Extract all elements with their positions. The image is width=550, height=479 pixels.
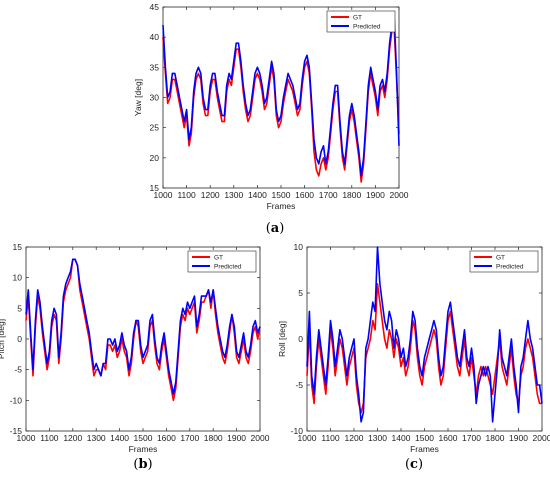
plot-area <box>306 246 543 432</box>
panel-caption: (a) <box>266 221 285 236</box>
x-tick-label: 1400 <box>392 433 411 443</box>
caption-letter: b <box>138 457 147 472</box>
x-tick-label: 1200 <box>345 433 364 443</box>
legend: GT Predicted <box>187 250 257 273</box>
legend: GT Predicted <box>326 10 396 33</box>
x-tick-label: 1500 <box>134 433 153 443</box>
y-axis-label: Pitch [deg] <box>0 319 6 359</box>
y-tick-label: 10 <box>13 273 23 283</box>
series-line-predicted <box>25 258 261 396</box>
x-tick-label: 1900 <box>509 433 528 443</box>
y-axis-label: Roll [deg] <box>277 321 287 357</box>
x-tick-label: 2000 <box>390 190 409 200</box>
legend-label-gt: GT <box>214 254 223 261</box>
y-tick-label: -10 <box>10 395 23 405</box>
y-tick-label: 15 <box>13 242 23 252</box>
y-tick-label: 40 <box>150 32 160 42</box>
legend: GT Predicted <box>469 250 539 273</box>
x-tick-label: 1600 <box>439 433 458 443</box>
series-line-predicted <box>306 246 543 423</box>
y-tick-label: 0 <box>17 334 22 344</box>
y-tick-label: -5 <box>295 380 303 390</box>
x-tick-label: 1800 <box>204 433 223 443</box>
chart-panel-a: 1000 1100 1200 1300 1400 1500 1600 1700 1800 1900… <box>133 2 409 236</box>
series-line-gt <box>25 258 261 402</box>
y-tick-label: -10 <box>291 426 304 436</box>
caption-close: ) <box>148 457 153 472</box>
y-tick-label: 35 <box>150 62 160 72</box>
caption-close: ) <box>279 221 284 236</box>
caption-open: ( <box>133 457 138 472</box>
x-tick-label: 1600 <box>295 190 314 200</box>
x-tick-label: 1900 <box>227 433 246 443</box>
legend-label-predicted: Predicted <box>214 263 242 270</box>
y-tick-label: 10 <box>294 242 304 252</box>
legend-label-predicted: Predicted <box>496 263 524 270</box>
x-tick-label: 1500 <box>272 190 291 200</box>
y-tick-label: 25 <box>150 123 160 133</box>
x-tick-label: 1300 <box>87 433 106 443</box>
x-tick-label: 1000 <box>298 433 317 443</box>
panel-caption: (b) <box>133 457 152 472</box>
x-axis-label: Frames <box>267 201 296 211</box>
y-tick-label: -15 <box>10 426 23 436</box>
legend-label-predicted: Predicted <box>353 23 381 30</box>
x-tick-label: 1800 <box>486 433 505 443</box>
panel-caption: (c) <box>405 457 423 472</box>
x-tick-label: 1000 <box>17 433 36 443</box>
x-tick-label: 1100 <box>321 433 340 443</box>
x-tick-label: 1700 <box>319 190 338 200</box>
chart-panel-b: 1000 1100 1200 1300 1400 1500 1600 1700 1800 1900… <box>0 242 270 472</box>
y-tick-label: 5 <box>298 288 303 298</box>
caption-open: ( <box>405 457 410 472</box>
series-line-predicted <box>162 18 400 177</box>
y-tick-label: 0 <box>298 334 303 344</box>
x-tick-label: 2000 <box>251 433 270 443</box>
y-tick-label: 30 <box>150 93 160 103</box>
x-tick-label: 1400 <box>248 190 267 200</box>
caption-open: ( <box>266 221 271 236</box>
y-tick-label: 20 <box>150 153 160 163</box>
x-axis-label: Frames <box>410 444 439 454</box>
x-tick-label: 1100 <box>177 190 196 200</box>
chart-panel-c: 1000 1100 1200 1300 1400 1500 1600 1700 1800 1900… <box>277 242 550 472</box>
x-tick-label: 1600 <box>157 433 176 443</box>
legend-label-gt: GT <box>353 14 362 21</box>
x-axis-label: Frames <box>129 444 158 454</box>
y-tick-label: 5 <box>17 303 22 313</box>
series-line-gt <box>306 282 542 414</box>
x-tick-label: 1900 <box>366 190 385 200</box>
x-tick-label: 1100 <box>40 433 59 443</box>
x-tick-label: 1400 <box>110 433 129 443</box>
x-tick-label: 1200 <box>63 433 82 443</box>
x-tick-label: 1200 <box>201 190 220 200</box>
x-tick-label: 2000 <box>533 433 550 443</box>
x-tick-label: 1500 <box>415 433 434 443</box>
caption-letter: a <box>271 221 280 236</box>
y-axis-label: Yaw [deg] <box>133 79 143 116</box>
x-tick-label: 1300 <box>368 433 387 443</box>
y-tick-label: -5 <box>14 365 22 375</box>
y-tick-label: 15 <box>150 183 160 193</box>
x-tick-label: 1800 <box>342 190 361 200</box>
caption-close: ) <box>418 457 423 472</box>
x-tick-label: 1300 <box>224 190 243 200</box>
caption-letter: c <box>410 457 418 472</box>
y-tick-label: 45 <box>150 2 160 12</box>
legend-label-gt: GT <box>496 254 505 261</box>
x-tick-label: 1700 <box>180 433 199 443</box>
x-tick-label: 1700 <box>462 433 481 443</box>
x-tick-label: 1000 <box>154 190 173 200</box>
